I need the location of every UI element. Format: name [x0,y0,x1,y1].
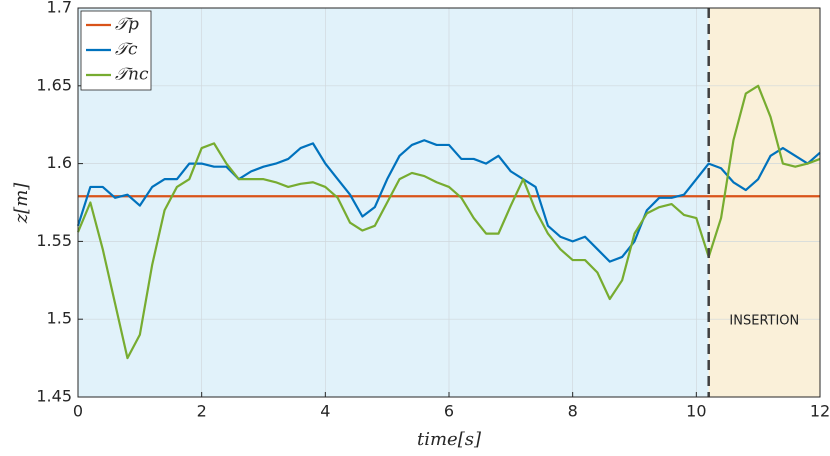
region [708,8,820,397]
y-tick-label: 1.45 [36,387,72,406]
legend: 𝒯p 𝒯c 𝒯nc [80,10,152,91]
x-tick-label: 10 [686,402,706,421]
y-tick-label: 1.55 [36,231,72,250]
y-axis-title: z[m] [11,182,32,225]
x-tick-label: 8 [568,402,578,421]
x-tick-label: 4 [320,402,330,421]
legend-label: 𝒯nc [115,65,149,85]
y-tick-label: 1.5 [47,309,72,328]
annotation: INSERTION [729,314,799,329]
x-axis-title: time[s] [417,429,482,450]
line-series [76,139,821,263]
legend-label: 𝒯p [115,15,139,35]
x-tick-label: 2 [197,402,207,421]
plot-background [78,8,820,397]
x-tick-label: 12 [810,402,830,421]
legend-label: 𝒯c [115,40,138,60]
y-tick-label: 1.7 [47,0,72,17]
y-tick-label: 1.6 [47,153,72,172]
line-series [76,84,821,360]
plot-frame [77,7,821,398]
x-tick-label: 0 [73,402,83,421]
y-tick-label: 1.65 [36,75,72,94]
x-tick-label: 6 [444,402,454,421]
region [78,8,709,397]
